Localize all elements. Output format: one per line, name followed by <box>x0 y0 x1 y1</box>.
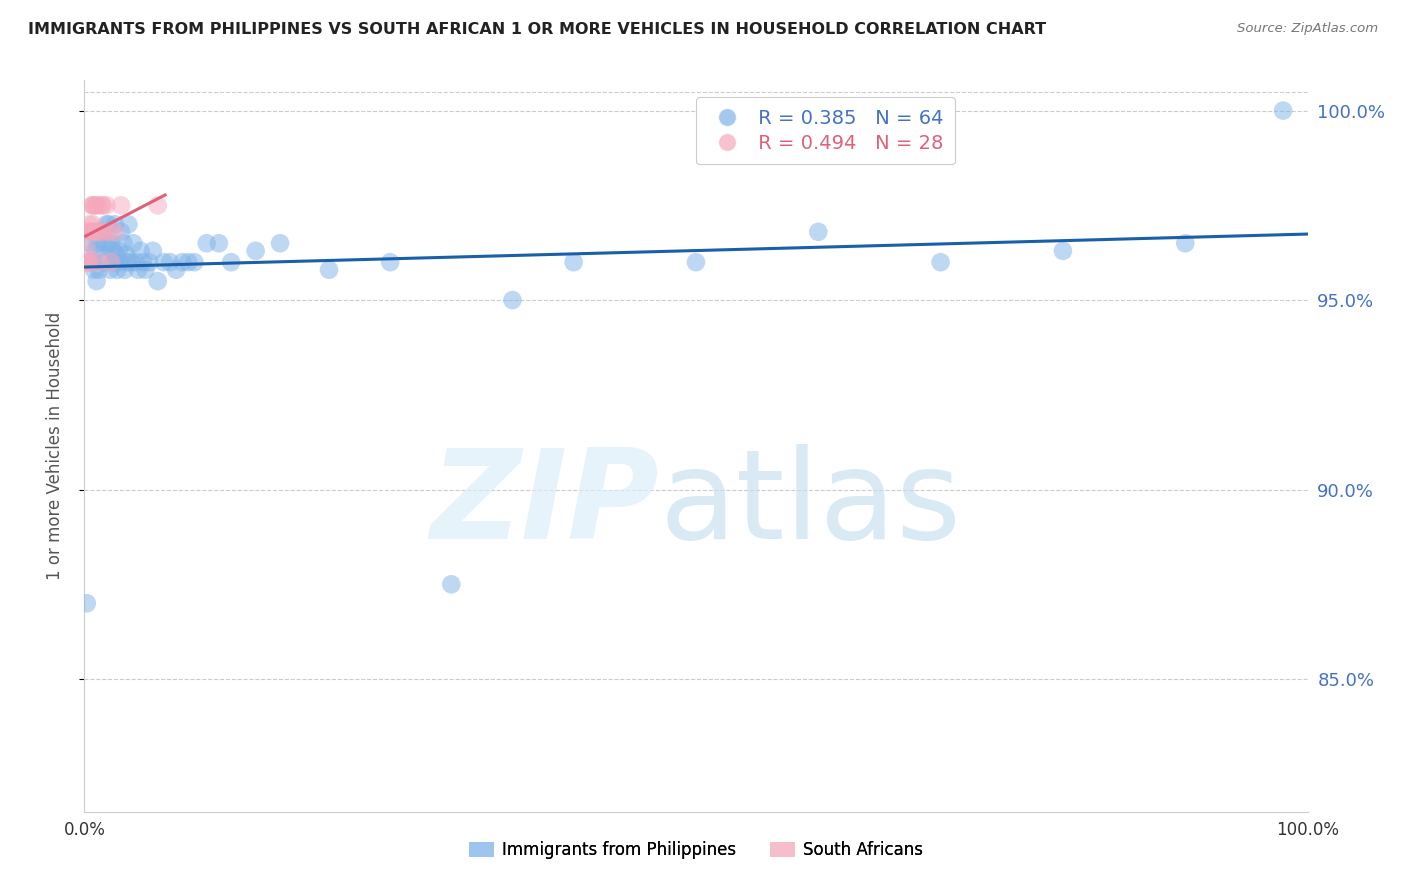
Point <box>76 596 98 610</box>
Point <box>195 236 218 251</box>
Point <box>86 225 108 239</box>
Point <box>165 262 187 277</box>
Point <box>115 255 138 269</box>
Point <box>91 225 114 239</box>
Point <box>89 225 111 239</box>
Point <box>94 236 117 251</box>
Point <box>1272 103 1295 118</box>
Point <box>82 225 104 239</box>
Point <box>122 236 145 251</box>
Point <box>87 262 110 277</box>
Point <box>76 255 98 269</box>
Text: IMMIGRANTS FROM PHILIPPINES VS SOUTH AFRICAN 1 OR MORE VEHICLES IN HOUSEHOLD COR: IMMIGRANTS FROM PHILIPPINES VS SOUTH AFR… <box>28 22 1046 37</box>
Point <box>138 255 160 269</box>
Point <box>79 255 101 269</box>
Text: atlas: atlas <box>659 444 962 565</box>
Point <box>129 244 152 258</box>
Point <box>104 225 127 239</box>
Point <box>96 217 118 231</box>
Point <box>77 225 100 239</box>
Point <box>93 255 115 269</box>
Point <box>77 217 100 231</box>
Point <box>146 198 169 212</box>
Point <box>177 255 200 269</box>
Point <box>108 255 131 269</box>
Point <box>77 236 100 251</box>
Point <box>132 255 155 269</box>
Point <box>183 255 205 269</box>
Point <box>105 247 128 261</box>
Point <box>269 236 291 251</box>
Point <box>125 255 148 269</box>
Point <box>208 236 231 251</box>
Point <box>159 255 181 269</box>
Point <box>79 225 101 239</box>
Point <box>318 262 340 277</box>
Point <box>153 255 176 269</box>
Point <box>83 262 105 277</box>
Point <box>380 255 402 269</box>
Point <box>98 262 121 277</box>
Point <box>685 255 707 269</box>
Point <box>172 255 194 269</box>
Point <box>104 217 127 231</box>
Point <box>100 236 122 251</box>
Point <box>245 244 267 258</box>
Point <box>87 255 110 269</box>
Point <box>115 247 138 261</box>
Point <box>105 262 128 277</box>
Point <box>80 198 103 212</box>
Point <box>97 217 120 231</box>
Point <box>110 225 132 239</box>
Point <box>1052 244 1074 258</box>
Text: Source: ZipAtlas.com: Source: ZipAtlas.com <box>1237 22 1378 36</box>
Point <box>142 244 165 258</box>
Point <box>90 247 112 261</box>
Point <box>100 255 122 269</box>
Point <box>120 255 142 269</box>
Point <box>112 236 135 251</box>
Point <box>114 262 136 277</box>
Point <box>219 255 242 269</box>
Point <box>75 255 97 269</box>
Point <box>807 225 830 239</box>
Y-axis label: 1 or more Vehicles in Household: 1 or more Vehicles in Household <box>45 312 63 580</box>
Point <box>91 198 114 212</box>
Point <box>127 262 149 277</box>
Point <box>96 198 118 212</box>
Point <box>440 577 463 591</box>
Text: ZIP: ZIP <box>430 444 659 565</box>
Point <box>82 217 104 231</box>
Point <box>97 236 120 251</box>
Point <box>87 198 110 212</box>
Point <box>80 225 103 239</box>
Point <box>76 244 98 258</box>
Point <box>83 198 105 212</box>
Point <box>84 198 107 212</box>
Point <box>77 255 100 269</box>
Point <box>90 198 112 212</box>
Legend: Immigrants from Philippines, South Africans: Immigrants from Philippines, South Afric… <box>463 834 929 865</box>
Point <box>502 293 524 307</box>
Point <box>562 255 585 269</box>
Point <box>80 255 103 269</box>
Point <box>97 225 120 239</box>
Point <box>107 244 129 258</box>
Point <box>83 225 105 239</box>
Point <box>86 274 108 288</box>
Point <box>87 236 110 251</box>
Point <box>135 262 157 277</box>
Point <box>93 225 115 239</box>
Point <box>117 217 139 231</box>
Point <box>146 274 169 288</box>
Point <box>103 255 125 269</box>
Point <box>89 225 111 239</box>
Point <box>1174 236 1197 251</box>
Point <box>929 255 952 269</box>
Point <box>101 244 124 258</box>
Point <box>82 198 104 212</box>
Point <box>84 244 107 258</box>
Point <box>110 198 132 212</box>
